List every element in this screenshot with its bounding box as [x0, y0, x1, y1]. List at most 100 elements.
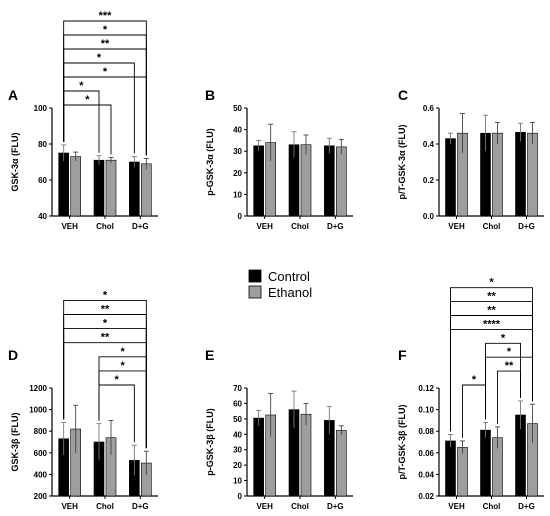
bar-control-dg: [515, 132, 526, 217]
x-tick-label: VEH: [61, 222, 78, 231]
y-tick-label: 40: [233, 430, 242, 439]
significance-label: **: [505, 360, 514, 372]
x-tick-label: D+G: [327, 222, 344, 231]
bar-control-chol: [480, 429, 491, 497]
significance-bracket: [63, 90, 100, 153]
y-tick-label: 30: [233, 446, 242, 455]
bar-ethanol-chol: [300, 413, 312, 497]
x-tick-label: VEH: [256, 222, 273, 231]
legend-swatch-ethanol: [248, 285, 262, 299]
significance-bracket: [63, 104, 112, 155]
bar-ethanol-dg: [336, 146, 347, 217]
x-tick-label: Chol: [483, 502, 501, 511]
significance-label: *: [472, 374, 477, 386]
significance-bracket: [450, 287, 533, 432]
y-tick-label: 0.04: [418, 470, 434, 479]
bar-control-chol: [93, 159, 105, 217]
y-tick-label: 0.2: [423, 176, 435, 185]
x-tick-label: D+G: [132, 502, 149, 511]
x-tick-label: VEH: [61, 502, 78, 511]
bar-control-veh: [445, 138, 456, 217]
significance-label: ***: [99, 10, 113, 22]
significance-label: **: [101, 38, 110, 50]
significance-label: *: [103, 318, 108, 330]
bar-control-veh: [58, 152, 69, 217]
x-tick-label: Chol: [483, 222, 501, 231]
y-tick-label: 40: [233, 126, 242, 135]
y-tick-label: 0.06: [418, 449, 434, 458]
x-tick-label: VEH: [448, 222, 465, 231]
panel-letter: D: [8, 347, 18, 363]
y-tick-label: 0.4: [423, 140, 435, 149]
panel-letter: B: [205, 87, 215, 103]
legend-label-control: Control: [268, 269, 310, 284]
y-axis-label: p/T-GSK-3β (FLU): [397, 405, 407, 480]
legend-label-ethanol: Ethanol: [268, 285, 312, 300]
significance-label: ****: [483, 318, 501, 330]
y-tick-label: 800: [34, 427, 48, 436]
bar-control-veh: [253, 417, 264, 497]
bar-ethanol-veh: [70, 156, 81, 217]
bar-ethanol-dg: [141, 163, 152, 217]
significance-label: *: [103, 66, 108, 78]
y-tick-label: 1200: [29, 384, 47, 393]
y-tick-label: 60: [233, 399, 242, 408]
significance-label: *: [489, 277, 494, 289]
y-tick-label: 0.10: [418, 406, 434, 415]
y-tick-label: 0: [238, 212, 243, 221]
panel-b: Bp-GSK-3α (FLU) 0 10 20 30 40 50 VEH Chol D+G: [205, 87, 353, 231]
significance-bracket: [98, 370, 147, 449]
bar-control-dg: [324, 145, 335, 217]
panel-letter: E: [205, 347, 214, 363]
y-tick-label: 70: [233, 384, 242, 393]
bar-control-veh: [253, 145, 264, 217]
significance-bracket: [63, 299, 147, 449]
y-axis-label: p/T-GSK-3α (FLU): [397, 124, 407, 199]
x-tick-label: Chol: [291, 502, 309, 511]
significance-bracket: [485, 342, 521, 420]
y-tick-label: 80: [38, 140, 47, 149]
significance-label: **: [487, 305, 496, 317]
significance-label: *: [97, 52, 102, 64]
panel-f: Fp/T-GSK-3β (FLU) 0.02 0.04 0.06 0.08 0.10 0.1…: [397, 277, 544, 511]
y-tick-label: 0: [238, 492, 243, 501]
bar-control-veh: [445, 440, 456, 497]
y-tick-label: 20: [233, 461, 242, 470]
y-tick-label: 200: [34, 492, 48, 501]
significance-label: *: [115, 374, 120, 386]
y-tick-label: 400: [34, 470, 48, 479]
panel-d: D GSK-3β (FLU) 200 400 600 800 1000 1200 VEH Chol…: [8, 289, 158, 511]
y-tick-label: 100: [34, 104, 48, 113]
significance-label: *: [79, 80, 84, 92]
panel-e: Ep-GSK-3β (FLU) 0 10 20 30 40 50 60 70 VEH Chol D+G: [205, 347, 353, 511]
y-tick-label: 1000: [29, 406, 47, 415]
y-tick-label: 40: [38, 212, 47, 221]
x-tick-label: Chol: [291, 222, 309, 231]
y-tick-label: 60: [38, 176, 47, 185]
significance-label: *: [85, 94, 90, 106]
bar-ethanol-chol: [492, 132, 503, 217]
significance-label: *: [121, 346, 126, 358]
legend: Control Ethanol: [248, 269, 312, 300]
y-tick-label: 0.02: [418, 492, 434, 501]
y-axis-label: GSK-3β (FLU): [10, 413, 20, 472]
x-tick-label: D+G: [132, 222, 149, 231]
bar-ethanol-veh: [457, 447, 468, 497]
y-tick-label: 0.6: [423, 104, 435, 113]
panel-letter: F: [398, 347, 407, 363]
significance-label: **: [487, 291, 496, 303]
x-tick-label: Chol: [96, 502, 114, 511]
x-tick-label: VEH: [256, 502, 273, 511]
y-axis-label: GSK-3α (FLU): [10, 132, 20, 191]
bar-ethanol-chol: [300, 144, 312, 217]
y-tick-label: 0.0: [423, 212, 435, 221]
bar-ethanol-dg: [336, 430, 347, 497]
panel-c: Cp/T-GSK-3α (FLU) 0.0 0.2 0.4 0.6 VEH Chol D+G: [397, 87, 544, 231]
y-tick-label: 50: [233, 415, 242, 424]
bar-ethanol-chol: [105, 159, 117, 217]
panel-letter: A: [8, 87, 18, 103]
significance-label: *: [501, 332, 506, 344]
y-tick-label: 10: [233, 190, 242, 199]
